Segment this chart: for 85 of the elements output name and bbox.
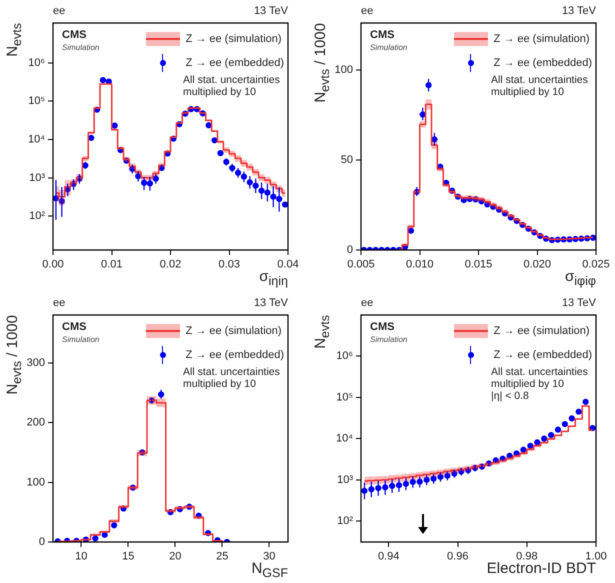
point	[217, 150, 224, 156]
x-tick-label: 0.010	[406, 258, 434, 271]
text: ee	[53, 297, 66, 309]
x-axis-title: σ$_{iφiφ}$	[564, 268, 596, 288]
text: 13 TeV	[254, 5, 288, 17]
annotation: All stat. uncertainties multiplied by 10	[491, 74, 589, 98]
legend-label: Z → ee (embedded)	[186, 349, 284, 361]
y-tick-label: 100	[334, 64, 353, 76]
y-tick-label: 0	[346, 244, 353, 256]
y-tick-label: 200	[26, 416, 45, 429]
x-tick-label: 0.98	[516, 550, 538, 563]
y-tick-label: 10³	[337, 474, 354, 486]
point	[576, 408, 582, 415]
annotation: Simulation	[370, 335, 408, 344]
y-tick-label: 10²	[29, 210, 46, 222]
legend-label: Z → ee (embedded)	[494, 57, 592, 69]
y-tick-label: 10⁶	[28, 56, 45, 69]
y-tick-label: 100	[26, 476, 45, 488]
text: 13 TeV	[562, 5, 596, 17]
legend-label: Z → ee (embedded)	[494, 349, 592, 361]
point	[541, 436, 548, 442]
y-tick-label: 10³	[29, 172, 46, 184]
annotation: All stat. uncertainties multiplied by 10	[491, 366, 589, 390]
x-tick-label: 20	[169, 550, 182, 563]
x-tick-label: 25	[216, 550, 228, 563]
annotation: All stat. uncertainties multiplied by 10	[183, 74, 281, 98]
x-axis-title: σ$_{iηiη}$	[259, 268, 288, 288]
text: ee	[361, 297, 374, 309]
y-tick-label: 10⁴	[28, 134, 46, 146]
x-tick-label: 0.020	[523, 258, 552, 271]
x-tick-label: 0.00	[42, 258, 64, 271]
y-tick-label: 10⁵	[336, 391, 353, 404]
text: 13 TeV	[562, 297, 596, 309]
legend-label: Z → ee (simulation)	[494, 325, 590, 337]
y-tick-label: 10⁴	[336, 432, 354, 445]
text: 13 TeV	[254, 297, 288, 309]
annotation: All stat. uncertainties multiplied by 10	[183, 366, 281, 390]
y-tick-label: 10⁵	[28, 95, 45, 108]
y-tick-label: 10²	[337, 515, 354, 528]
x-tick-label: 0.02	[160, 258, 182, 271]
point	[527, 442, 534, 449]
x-tick-label: 0.96	[447, 550, 468, 563]
annotation: CMS	[370, 321, 394, 333]
x-tick-label: 0.025	[582, 258, 610, 271]
point	[111, 522, 118, 528]
annotation: Simulation	[370, 43, 408, 52]
point	[520, 446, 527, 453]
x-axis-title: Electron-ID BDT	[486, 560, 596, 577]
annotation: Simulation	[62, 335, 100, 344]
annotation: CMS	[62, 29, 86, 41]
point	[100, 77, 106, 84]
x-tick-label: 0.015	[464, 258, 492, 271]
x-tick-label: 30	[263, 550, 276, 563]
legend-label: Z → ee (embedded)	[186, 57, 284, 69]
y-tick-label: 0	[38, 536, 45, 548]
y-tick-label: 300	[26, 356, 45, 369]
point	[554, 426, 562, 433]
y-tick-label: 50	[340, 154, 353, 166]
x-tick-label: 15	[122, 550, 134, 563]
legend-label: Z → ee (simulation)	[186, 33, 282, 45]
x-axis-title: N$_{GSF}$	[251, 560, 288, 580]
annotation: Simulation	[62, 43, 100, 52]
y-tick-label: 10⁶	[336, 350, 353, 362]
x-tick-label: 0.04	[277, 258, 299, 271]
point	[92, 535, 98, 542]
x-tick-label: 10	[75, 550, 88, 563]
x-tick-label: 0.005	[347, 258, 375, 271]
annotation: CMS	[370, 29, 394, 41]
x-tick-label: 0.01	[101, 258, 122, 271]
annotation: |η| < 0.8	[491, 390, 530, 402]
text: ee	[53, 5, 66, 17]
x-tick-label: 0.03	[218, 258, 240, 271]
annotation: CMS	[62, 321, 86, 333]
legend-label: Z → ee (simulation)	[494, 33, 590, 45]
legend-label: Z → ee (simulation)	[186, 325, 282, 337]
point	[582, 398, 589, 405]
point	[282, 201, 288, 208]
x-tick-label: 0.94	[378, 550, 400, 563]
text: ee	[361, 5, 374, 17]
x-tick-label: 1.00	[585, 550, 607, 563]
point	[211, 137, 218, 144]
point	[534, 439, 540, 446]
point	[568, 415, 575, 422]
point	[562, 421, 568, 428]
point	[548, 432, 554, 438]
